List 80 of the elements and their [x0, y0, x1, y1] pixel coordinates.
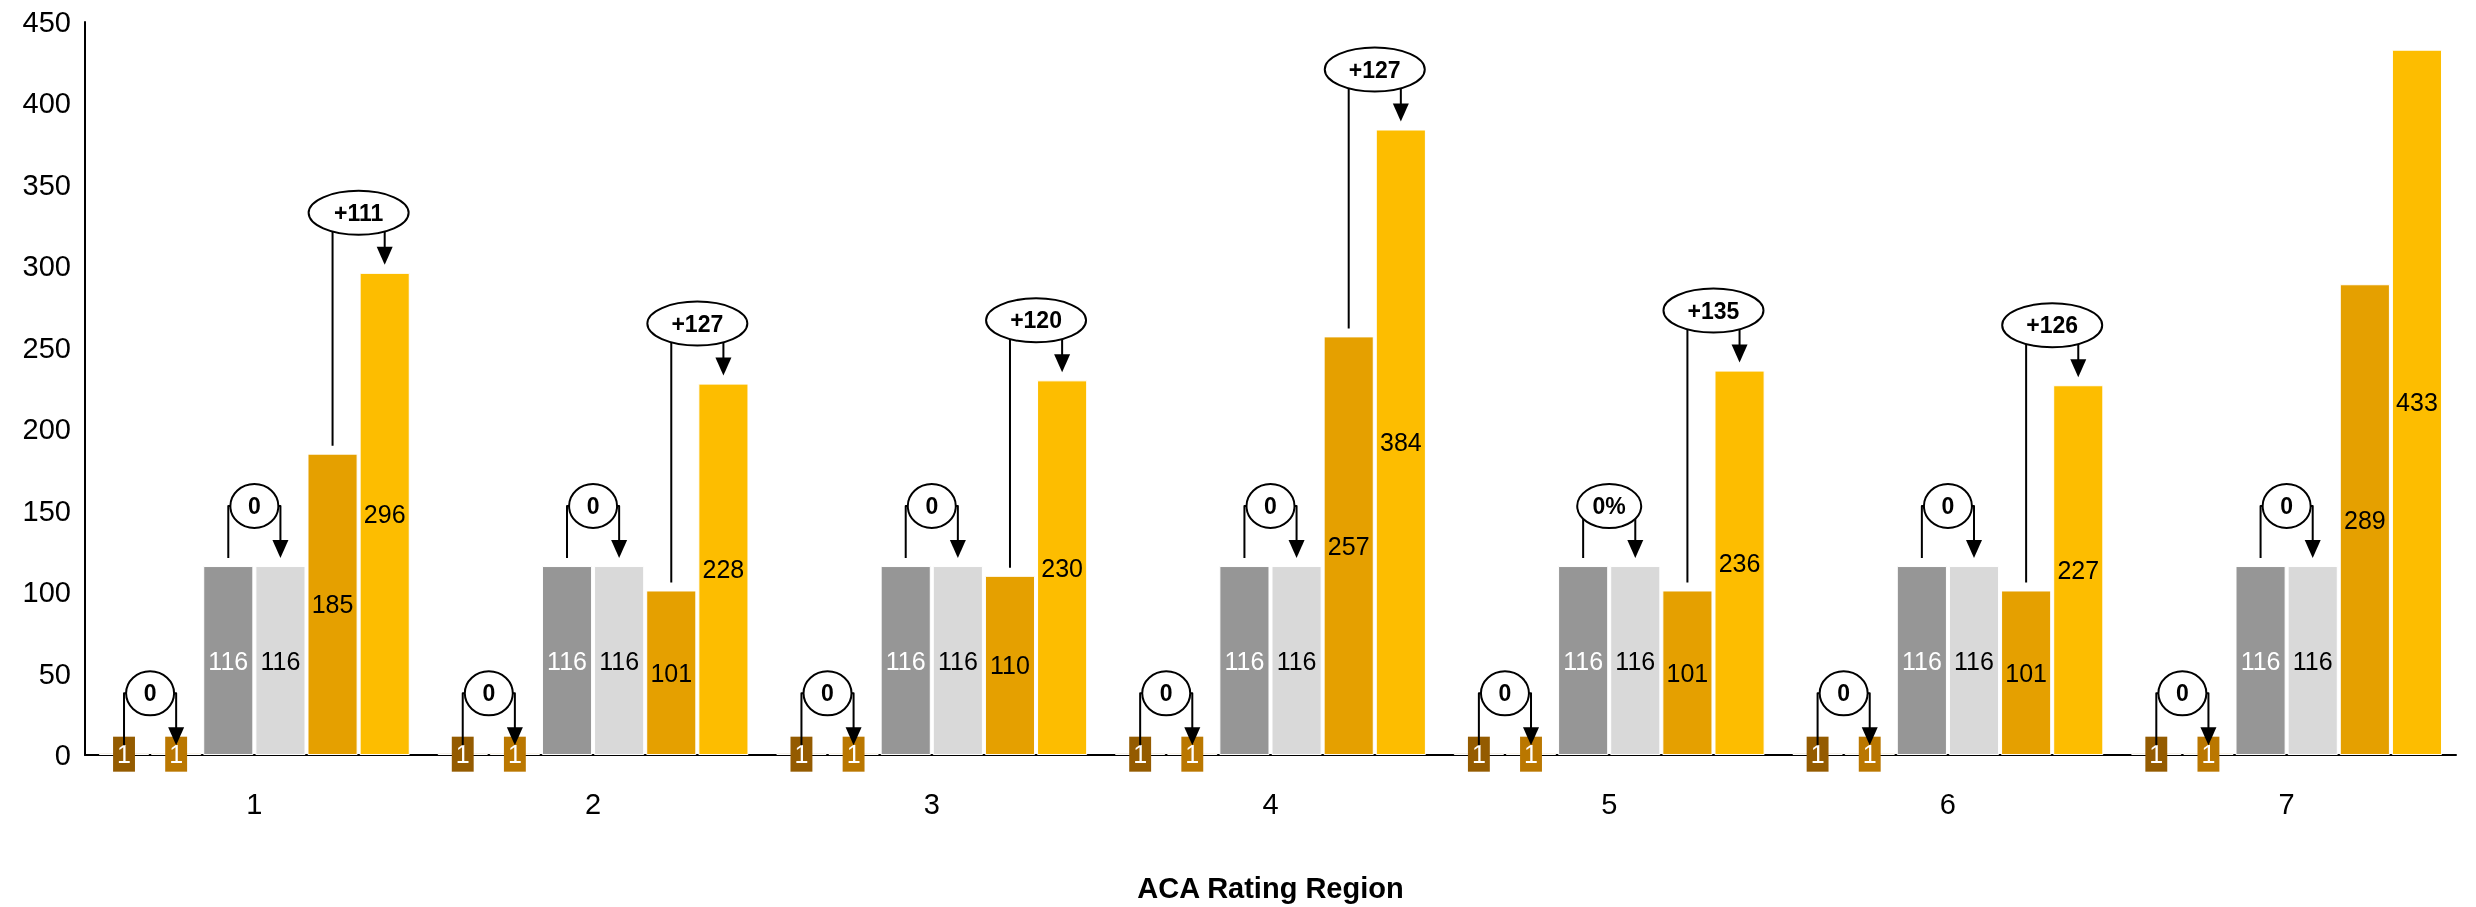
data-label: 1 — [455, 740, 470, 769]
x-tick-label: 5 — [1601, 787, 1618, 820]
annotation: +120 — [1010, 307, 1062, 334]
annotation: 0 — [1159, 680, 1173, 707]
data-label: 228 — [702, 555, 745, 584]
data-label: 101 — [650, 658, 693, 687]
annotation: 0 — [925, 493, 939, 520]
x-tick-label: 4 — [1262, 787, 1279, 820]
annotation: 0 — [247, 493, 261, 520]
annotation: 0 — [1264, 493, 1277, 520]
annotation: 0 — [1837, 680, 1851, 707]
data-label: 289 — [2343, 505, 2386, 534]
data-label: 257 — [1327, 531, 1370, 560]
data-label: 185 — [311, 590, 354, 619]
y-tick-label: 50 — [38, 657, 71, 690]
annotation: 0 — [586, 493, 600, 520]
data-label: 1 — [2201, 740, 2216, 769]
data-label: 1 — [169, 740, 184, 769]
y-tick-label: 450 — [22, 6, 71, 38]
y-tick-label: 200 — [22, 413, 71, 446]
annotation: +127 — [1348, 56, 1401, 83]
annotation: +126 — [2026, 312, 2079, 339]
data-label: 116 — [1224, 646, 1265, 675]
data-label: 433 — [2396, 388, 2438, 417]
annotation: 0 — [2280, 493, 2294, 520]
annotation: 0 — [1941, 493, 1955, 520]
data-label: 116 — [2240, 646, 2281, 675]
annotation: 0 — [1498, 680, 1512, 707]
data-label: 1 — [117, 740, 131, 769]
data-label: 1 — [1862, 740, 1877, 769]
data-label: 116 — [885, 646, 926, 675]
data-label: 116 — [1901, 646, 1942, 675]
data-label: 230 — [1041, 553, 1083, 582]
y-tick-label: 350 — [22, 168, 71, 201]
data-label: 227 — [2057, 556, 2100, 585]
data-label: 1 — [1185, 740, 1200, 769]
data-label: 116 — [1563, 646, 1604, 675]
data-label: 1 — [794, 740, 809, 769]
x-axis-title: ACA Rating Region — [1137, 871, 1404, 904]
data-label: 1 — [1524, 740, 1538, 769]
annotation: 0 — [2175, 680, 2189, 707]
data-label: 110 — [990, 651, 1030, 680]
data-label: 116 — [260, 646, 301, 675]
y-tick-label: 150 — [22, 494, 71, 527]
data-label: 116 — [937, 646, 978, 675]
annotation: 0% — [1592, 493, 1626, 520]
data-label: 101 — [1666, 658, 1709, 687]
y-tick-label: 100 — [22, 576, 71, 609]
data-label: 116 — [599, 646, 640, 675]
data-label: 101 — [2005, 658, 2047, 687]
annotation: 0 — [482, 680, 496, 707]
data-label: 236 — [1718, 548, 1761, 577]
x-tick-label: 3 — [923, 787, 940, 820]
annotation: +135 — [1687, 297, 1740, 324]
data-label: 1 — [1133, 740, 1148, 769]
y-tick-label: 300 — [22, 250, 71, 283]
data-label: 384 — [1379, 428, 1422, 457]
data-label: 1 — [2149, 740, 2164, 769]
x-tick-label: 2 — [585, 787, 602, 820]
y-tick-label: 0 — [54, 739, 71, 771]
data-label: 296 — [363, 499, 406, 528]
data-label: 1 — [1810, 740, 1825, 769]
annotation: +111 — [333, 199, 384, 226]
data-label: 116 — [208, 646, 249, 675]
annotation: 0 — [821, 680, 834, 707]
annotation: 0 — [143, 680, 157, 707]
x-tick-label: 7 — [2278, 787, 2295, 820]
data-label: 116 — [547, 646, 587, 675]
data-label: 116 — [1276, 646, 1317, 675]
data-label: 116 — [2292, 646, 2333, 675]
y-tick-label: 250 — [22, 331, 71, 364]
data-label: 116 — [1615, 646, 1656, 675]
y-tick-label: 400 — [22, 87, 71, 120]
annotation: +127 — [671, 310, 724, 337]
data-label: 1 — [846, 740, 861, 769]
data-label: 1 — [507, 740, 522, 769]
x-tick-label: 6 — [1939, 787, 1956, 820]
data-label: 116 — [1954, 646, 1994, 675]
data-label: 1 — [1471, 740, 1486, 769]
x-tick-label: 1 — [246, 787, 263, 820]
